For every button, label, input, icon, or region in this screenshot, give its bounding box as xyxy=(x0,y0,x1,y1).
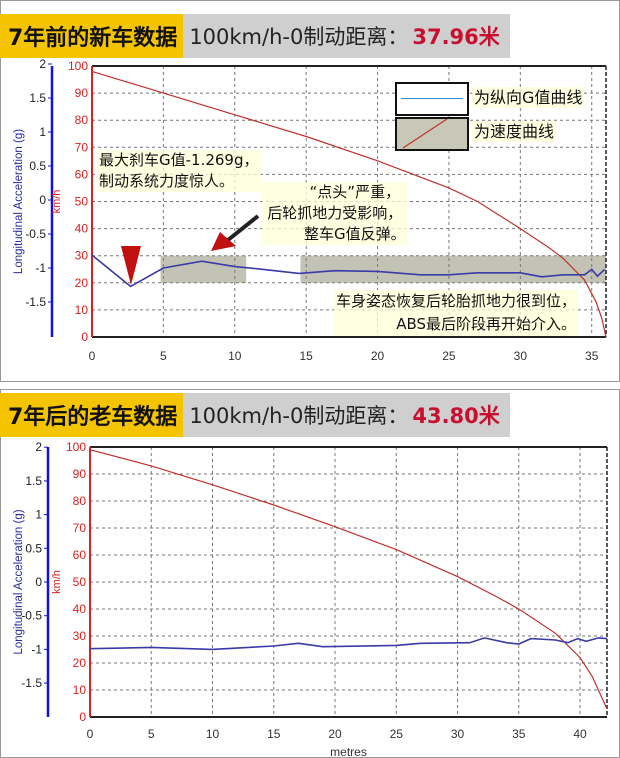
speed-tick-label: 20 xyxy=(73,656,87,670)
speed-tick-label: 90 xyxy=(73,467,87,481)
speed-tick-label: 40 xyxy=(75,222,89,236)
g-tick-label: 1 xyxy=(39,125,46,139)
speed-tick-label: 70 xyxy=(73,521,87,535)
speed-curve xyxy=(91,70,607,338)
x-tick-label: 10 xyxy=(228,349,242,363)
annotation-recover: 车身姿态恢复后轮胎抓地力很到位， ABS最后阶段再开始介入。 xyxy=(333,290,578,336)
speed-curve xyxy=(89,449,608,710)
arrow-nod-head xyxy=(211,232,236,251)
header-tag: 7年后的老车数据 xyxy=(0,393,184,437)
x-tick-label: 30 xyxy=(514,349,528,363)
x-axis-title: metres xyxy=(330,745,367,758)
speed-tick-label: 10 xyxy=(73,683,87,697)
header-tag: 7年前的新车数据 xyxy=(0,14,184,58)
speed-tick-label: 50 xyxy=(73,575,87,589)
x-tick-label: 20 xyxy=(371,349,385,363)
speed-tick-label: 100 xyxy=(66,440,86,454)
g-tick-label: 2 xyxy=(35,440,42,454)
g-tick-label: -0.5 xyxy=(25,227,46,241)
speed-tick-label: 30 xyxy=(73,629,87,643)
g-axis-title: Longitudinal Acceleration (g) xyxy=(13,129,25,274)
x-tick-label: 5 xyxy=(160,349,167,363)
annotation-line: 整车G值反弹。 xyxy=(304,225,406,243)
arrow-nod-shaft xyxy=(226,214,260,242)
speed-tick-label: 70 xyxy=(75,140,89,154)
annotation-line: 后轮抓地力受影响， xyxy=(267,204,403,222)
speed-tick-label: 100 xyxy=(68,59,88,73)
legend-label-g: 为纵向G值曲线 xyxy=(472,87,585,108)
speed-tick-label: 30 xyxy=(75,249,89,263)
highlight-region xyxy=(160,255,247,283)
x-tick-label: 25 xyxy=(390,727,404,741)
x-tick-label: 30 xyxy=(451,727,465,741)
speed-tick-label: 60 xyxy=(73,548,87,562)
g-curve xyxy=(89,637,608,651)
x-tick-label: 0 xyxy=(87,727,94,741)
g-tick-label: 1 xyxy=(35,508,42,522)
x-tick-label: 40 xyxy=(573,727,587,741)
highlight-region xyxy=(300,255,606,283)
speed-tick-label: 40 xyxy=(73,602,87,616)
chart-new-car: 0 5 10 15 20 25 30 35010203040506070809010021.5… xyxy=(13,57,607,363)
speed-tick-label: 90 xyxy=(75,86,89,100)
x-tick-label: 20 xyxy=(328,727,342,741)
legend-label-speed: 为速度曲线 xyxy=(472,121,557,142)
g-curve xyxy=(91,254,606,288)
arrow-max-g-head xyxy=(121,246,141,285)
annotation-nod: “点头”严重， 后轮抓地力受影响， 整车G值反弹。 xyxy=(262,182,408,245)
speed-tick-label: 0 xyxy=(81,330,88,344)
x-tick-label: 0 xyxy=(89,349,96,363)
annotation-line: 制动系统力度惊人。 xyxy=(99,172,235,190)
speed-tick-label: 50 xyxy=(75,195,89,209)
g-tick-label: 0.5 xyxy=(29,159,46,173)
g-tick-label: 1.5 xyxy=(25,474,42,488)
braking-distance: 43.80米 xyxy=(412,404,500,428)
speed-axis-title: km/h xyxy=(51,570,63,594)
annotation-line: ABS最后阶段再开始介入。 xyxy=(396,315,576,333)
g-tick-label: -0.5 xyxy=(21,609,42,623)
annotation-max-g: 最大刹车G值-1.269g， 制动系统力度惊人。 xyxy=(97,150,261,192)
annotation-line: 最大刹车G值-1.269g， xyxy=(99,151,259,169)
speed-tick-label: 80 xyxy=(73,494,87,508)
x-tick-label: 5 xyxy=(148,727,155,741)
braking-distance: 37.96米 xyxy=(412,25,500,49)
legend-swatch-speed xyxy=(395,117,469,151)
header-info: 100km/h-0制动距离： 43.80米 xyxy=(183,393,510,437)
x-tick-label: 15 xyxy=(299,349,313,363)
g-tick-label: -1 xyxy=(31,642,42,656)
g-axis-title: Longitudinal Acceleration (g) xyxy=(13,509,25,654)
header-old-car: 7年后的老车数据 100km/h-0制动距离： 43.80米 xyxy=(0,393,510,437)
speed-tick-label: 10 xyxy=(75,303,89,317)
annotation-line: “点头”严重， xyxy=(309,183,401,201)
panel-old-car xyxy=(0,389,620,758)
g-tick-label: -1.5 xyxy=(21,676,42,690)
chart-old-car: 0 5 10 15 20 25 30 35 40010203040506070809010021… xyxy=(13,440,608,758)
header-label: 100km/h-0制动距离： xyxy=(189,404,409,428)
x-tick-label: 15 xyxy=(267,727,281,741)
annotation-line: 车身姿态恢复后轮胎抓地力很到位， xyxy=(335,292,576,310)
g-tick-label: 1.5 xyxy=(29,91,46,105)
header-new-car: 7年前的新车数据 100km/h-0制动距离： 37.96米 xyxy=(0,14,510,58)
speed-tick-label: 0 xyxy=(79,710,86,724)
speed-axis-title: km/h xyxy=(51,190,63,214)
header-label: 100km/h-0制动距离： xyxy=(189,25,409,49)
g-tick-label: 0.5 xyxy=(25,541,42,555)
g-tick-label: -1.5 xyxy=(25,295,46,309)
header-info: 100km/h-0制动距离： 37.96米 xyxy=(183,14,510,58)
x-tick-label: 35 xyxy=(585,349,599,363)
g-tick-label: 2 xyxy=(39,57,46,71)
speed-tick-label: 60 xyxy=(75,167,89,181)
legend-swatch-g xyxy=(395,82,469,116)
x-tick-label: 25 xyxy=(442,349,456,363)
g-tick-label: 0 xyxy=(35,575,42,589)
x-tick-label: 35 xyxy=(512,727,526,741)
speed-tick-label: 80 xyxy=(75,113,89,127)
g-tick-label: 0 xyxy=(39,193,46,207)
speed-tick-label: 20 xyxy=(75,276,89,290)
x-tick-label: 10 xyxy=(206,727,220,741)
g-tick-label: -1 xyxy=(35,261,46,275)
